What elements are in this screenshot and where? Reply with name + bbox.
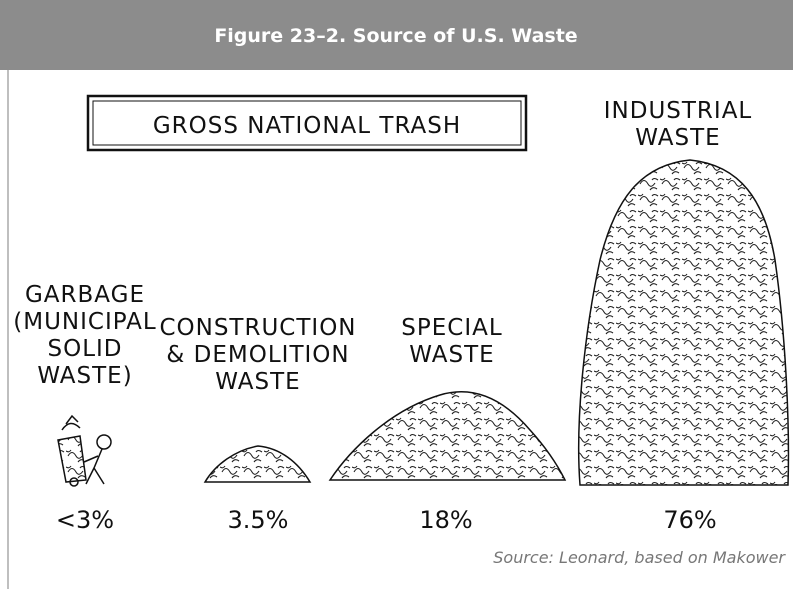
- item-percent: 76%: [663, 506, 716, 534]
- figure-title: Figure 23–2. Source of U.S. Waste: [214, 25, 577, 47]
- item-label: WASTE): [37, 363, 132, 389]
- item-label: & DEMOLITION: [166, 342, 349, 368]
- item-label: SOLID: [47, 336, 122, 362]
- item-label: SPECIAL: [401, 315, 502, 341]
- item-label: WASTE: [215, 369, 300, 395]
- item-label: CONSTRUCTION: [159, 315, 356, 341]
- item-label: GARBAGE: [25, 282, 145, 308]
- figure: Figure 23–2. Source of U.S. Waste GROSS …: [0, 0, 793, 589]
- item-label: WASTE: [635, 125, 720, 151]
- cd-pile: [205, 446, 310, 482]
- item-percent: <3%: [56, 506, 114, 534]
- item-percent: 18%: [419, 506, 472, 534]
- source: Source: Leonard, based on Makower: [493, 548, 786, 567]
- item-label: INDUSTRIAL: [604, 98, 753, 124]
- industrial-pile: [579, 160, 789, 485]
- special-pile: [330, 392, 565, 480]
- garbage-figure: [58, 416, 111, 486]
- item-label: (MUNICIPAL: [13, 309, 156, 335]
- heading: GROSS NATIONAL TRASH: [153, 113, 461, 139]
- item-label: WASTE: [409, 342, 494, 368]
- item-percent: 3.5%: [228, 506, 289, 534]
